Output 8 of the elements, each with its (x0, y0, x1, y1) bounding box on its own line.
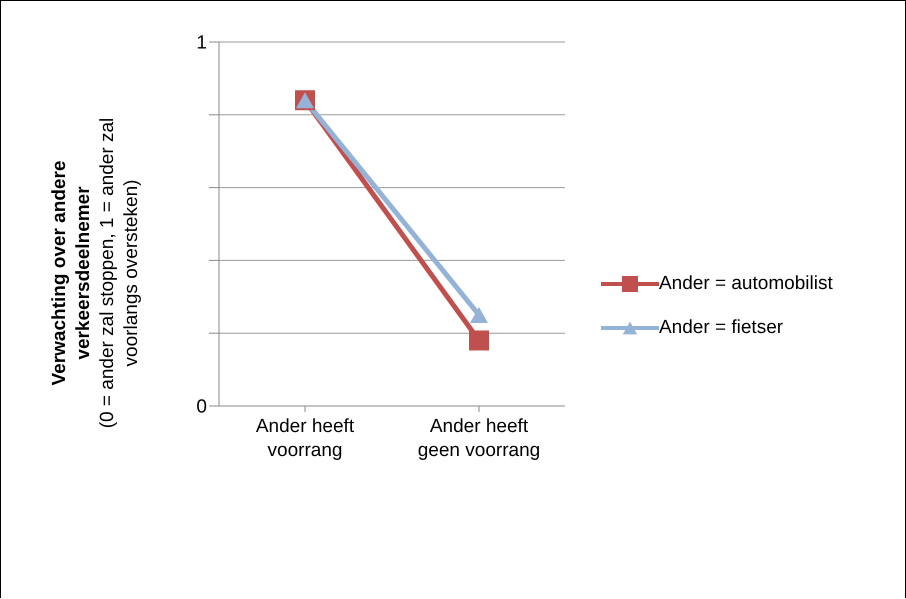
legend-label: Ander = fietser (659, 317, 784, 339)
x-tick-label: Ander heeft voorrang (256, 416, 355, 461)
y-axis-title: Verwachting over andere verkeersdeelnemer (0 = ander zal stoppen, 1 = ander zal voorlangs oversteken) (48, 116, 143, 430)
y-tick-label: 1 (196, 32, 207, 54)
point (469, 330, 489, 350)
y-tick-label: 0 (196, 396, 207, 418)
legend-label: Ander = automobilist (659, 273, 833, 295)
x-tick-label: Ander heeft geen voorrang (418, 416, 540, 461)
